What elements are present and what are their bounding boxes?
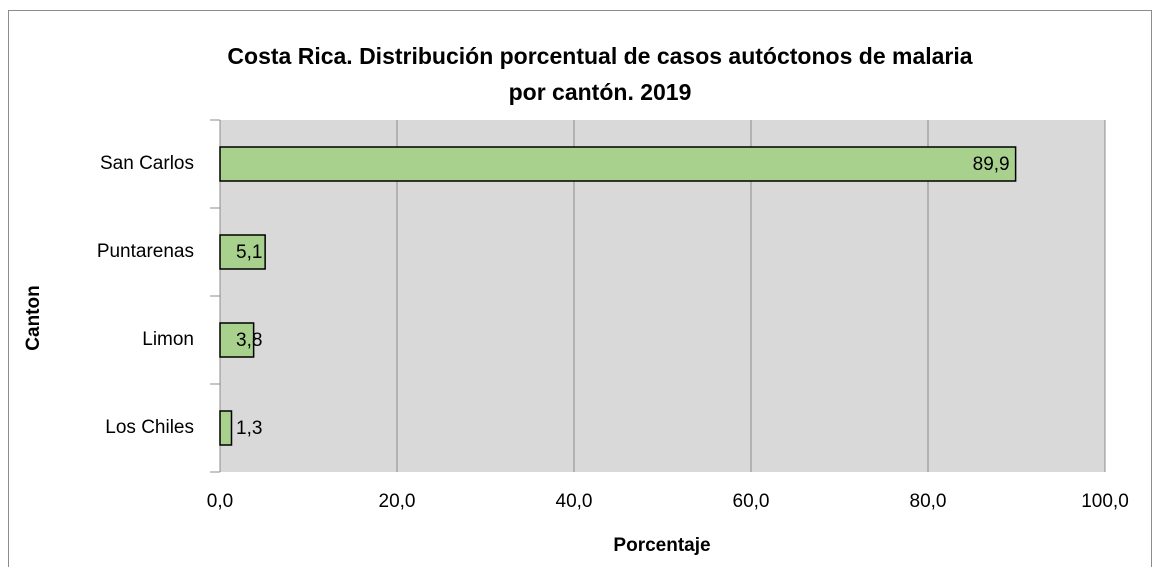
bar xyxy=(219,410,233,446)
y-tick-label: San Carlos xyxy=(100,153,194,174)
bar xyxy=(219,146,1017,182)
x-axis-title: Porcentaje xyxy=(613,535,710,556)
x-tick-label: 80,0 xyxy=(910,491,947,512)
y-tick-label: Puntarenas xyxy=(97,241,194,262)
y-tick-label: Los Chiles xyxy=(105,417,194,438)
data-label: 89,9 xyxy=(973,154,1010,175)
y-tick-label: Limon xyxy=(142,329,194,350)
bar xyxy=(219,234,266,270)
chart-title: por cantón. 2019 xyxy=(509,79,692,105)
data-label: 5,1 xyxy=(236,242,262,263)
bar xyxy=(219,322,255,358)
x-tick-label: 40,0 xyxy=(556,491,593,512)
x-tick-label: 0,0 xyxy=(207,491,233,512)
y-axis-title: Canton xyxy=(23,285,44,350)
x-tick-label: 100,0 xyxy=(1081,491,1129,512)
data-label: 1,3 xyxy=(236,418,262,439)
data-label: 3,8 xyxy=(236,330,262,351)
x-tick-label: 20,0 xyxy=(379,491,416,512)
chart-title: Costa Rica. Distribución porcentual de c… xyxy=(227,43,972,69)
x-tick-label: 60,0 xyxy=(733,491,770,512)
